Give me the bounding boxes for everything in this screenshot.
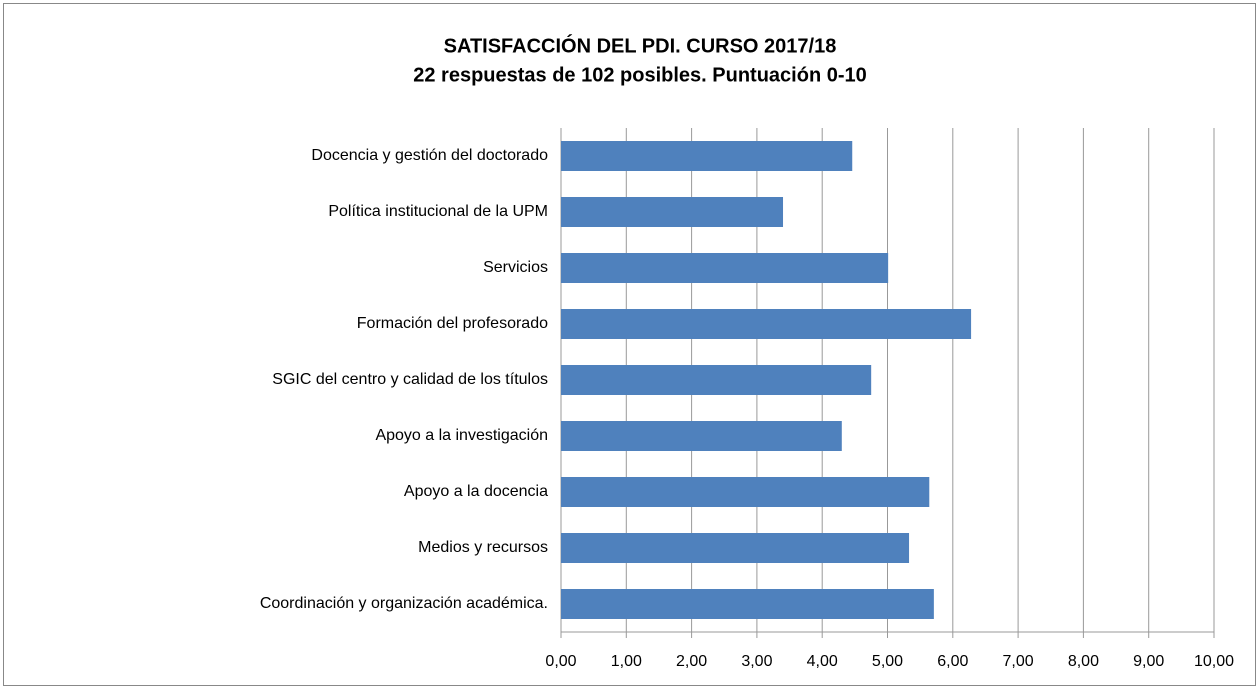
chart-border: [3, 3, 1256, 686]
y-tick-label: Coordinación y organización académica.: [260, 595, 548, 612]
x-tick-label: 0,00: [545, 653, 576, 670]
bar: [561, 197, 784, 227]
x-tick-label: 10,00: [1194, 653, 1234, 670]
x-tick-label: 5,00: [872, 653, 903, 670]
bar: [561, 477, 930, 507]
bar: [561, 141, 853, 171]
y-tick-label: Apoyo a la investigación: [375, 427, 548, 444]
x-tick-label: 1,00: [611, 653, 642, 670]
x-tick-label: 8,00: [1068, 653, 1099, 670]
x-tick-label: 9,00: [1133, 653, 1164, 670]
bar: [561, 309, 972, 339]
y-tick-label: Docencia y gestión del doctorado: [311, 147, 548, 164]
chart-title: SATISFACCIÓN DEL PDI. CURSO 2017/18: [444, 33, 837, 57]
y-tick-label: SGIC del centro y calidad de los títulos: [272, 371, 548, 388]
x-tick-label: 2,00: [676, 653, 707, 670]
x-tick-label: 3,00: [741, 653, 772, 670]
x-tick-label: 6,00: [937, 653, 968, 670]
bar: [561, 421, 842, 451]
bar: [561, 365, 872, 395]
y-tick-label: Apoyo a la docencia: [404, 483, 548, 500]
x-tick-label: 4,00: [807, 653, 838, 670]
y-tick-label: Servicios: [483, 259, 548, 276]
bar: [561, 589, 934, 619]
bar: [561, 533, 910, 563]
x-tick-label: 7,00: [1003, 653, 1034, 670]
bar: [561, 253, 889, 283]
y-tick-label: Medios y recursos: [418, 539, 548, 556]
y-tick-label: Formación del profesorado: [357, 315, 548, 332]
chart-subtitle: 22 respuestas de 102 posibles. Puntuació…: [413, 64, 867, 86]
y-tick-label: Política institucional de la UPM: [328, 203, 548, 220]
